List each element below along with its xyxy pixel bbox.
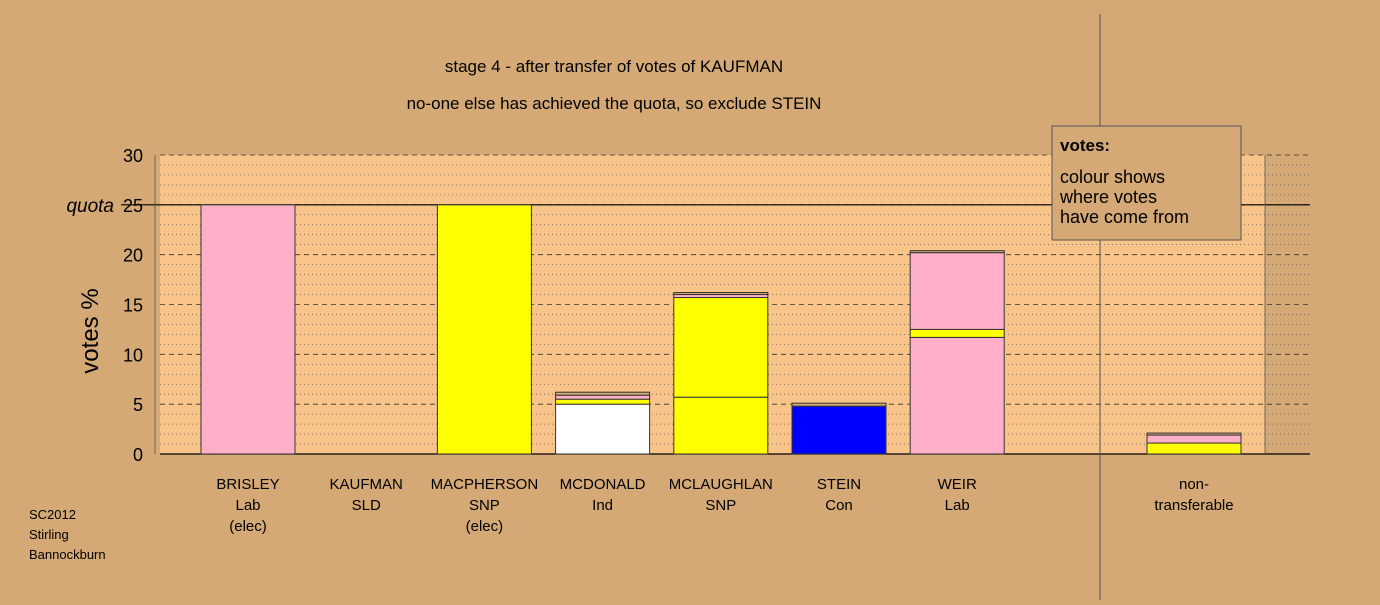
x-tick-label: Lab xyxy=(945,497,970,514)
footer-line-2: Stirling xyxy=(29,527,69,542)
x-tick-label: (elec) xyxy=(229,518,267,535)
x-tick-label: MCDONALD xyxy=(560,476,646,493)
bar-macpherson xyxy=(436,204,532,455)
bar-segment xyxy=(555,391,651,396)
bar-segment xyxy=(791,405,887,455)
y-ticks: 0 5 10 15 20 25 30 xyxy=(123,146,143,465)
y-tick-label: 20 xyxy=(123,246,143,266)
y-tick-label: 5 xyxy=(133,395,143,415)
bar-segment xyxy=(909,336,1005,455)
bar-segment xyxy=(1146,434,1242,444)
y-tick-label: 10 xyxy=(123,345,143,365)
bar-segment xyxy=(673,396,769,455)
y-axis-label: votes % xyxy=(77,288,104,373)
bar-segment xyxy=(555,398,651,405)
legend-box: votes: colour shows where votes have com… xyxy=(1051,125,1242,241)
legend-line-3: have come from xyxy=(1060,207,1189,227)
legend-line-1: colour shows xyxy=(1060,167,1165,187)
quota-label: quota xyxy=(66,196,114,217)
bar-non xyxy=(1146,432,1242,455)
bar-segment xyxy=(200,204,296,455)
bar-segment xyxy=(909,328,1005,338)
x-tick-label: Con xyxy=(825,497,853,514)
x-labels: BRISLEY Lab (elec) KAUFMAN SLD MACPHERSON SNP (… xyxy=(216,476,1233,535)
x-tick-label: (elec) xyxy=(466,518,504,535)
bar-segment xyxy=(1146,432,1242,436)
bar-segment xyxy=(673,297,769,398)
x-tick-label: MACPHERSON xyxy=(431,476,539,493)
bar-segment xyxy=(909,250,1005,254)
bar-mclaughlan xyxy=(673,292,769,455)
x-tick-label: STEIN xyxy=(817,476,861,493)
bar-weir xyxy=(909,250,1005,455)
chart-title: stage 4 - after transfer of votes of KAU… xyxy=(445,57,783,76)
bar-segment xyxy=(909,252,1005,330)
x-tick-label: KAUFMAN xyxy=(330,476,403,493)
bar-mcdonald xyxy=(555,391,651,455)
y-tick-label: 25 xyxy=(123,196,143,216)
x-tick-label: transferable xyxy=(1154,497,1233,514)
x-tick-label: WEIR xyxy=(938,476,977,493)
x-tick-label: Lab xyxy=(235,497,260,514)
y-tick-label: 30 xyxy=(123,146,143,166)
footer-line-1: SC2012 xyxy=(29,507,76,522)
bar-brisley xyxy=(200,204,296,455)
chart-subtitle: no-one else has achieved the quota, so e… xyxy=(407,94,822,113)
bar-segment xyxy=(791,402,887,407)
x-tick-label: Ind xyxy=(592,497,613,514)
x-tick-label: SLD xyxy=(352,497,381,514)
legend-heading: votes: xyxy=(1060,136,1110,155)
bar-segment xyxy=(436,204,532,455)
bars xyxy=(200,204,1242,455)
legend-frame xyxy=(1051,125,1242,241)
x-tick-label: SNP xyxy=(705,497,736,514)
bar-segment xyxy=(1146,442,1242,455)
y-tick-label: 15 xyxy=(123,296,143,316)
bar-segment xyxy=(555,394,651,400)
x-tick-label: MCLAUGHLAN xyxy=(669,476,773,493)
x-tick-label: BRISLEY xyxy=(216,476,279,493)
x-tick-label: SNP xyxy=(469,497,500,514)
footer-line-3: Bannockburn xyxy=(29,547,106,562)
bar-segment xyxy=(673,292,769,296)
bar-segment xyxy=(555,403,651,455)
legend-line-2: where votes xyxy=(1059,187,1157,207)
x-tick-label: non- xyxy=(1179,476,1209,493)
bar-stein xyxy=(791,402,887,455)
y-tick-label: 0 xyxy=(133,445,143,465)
